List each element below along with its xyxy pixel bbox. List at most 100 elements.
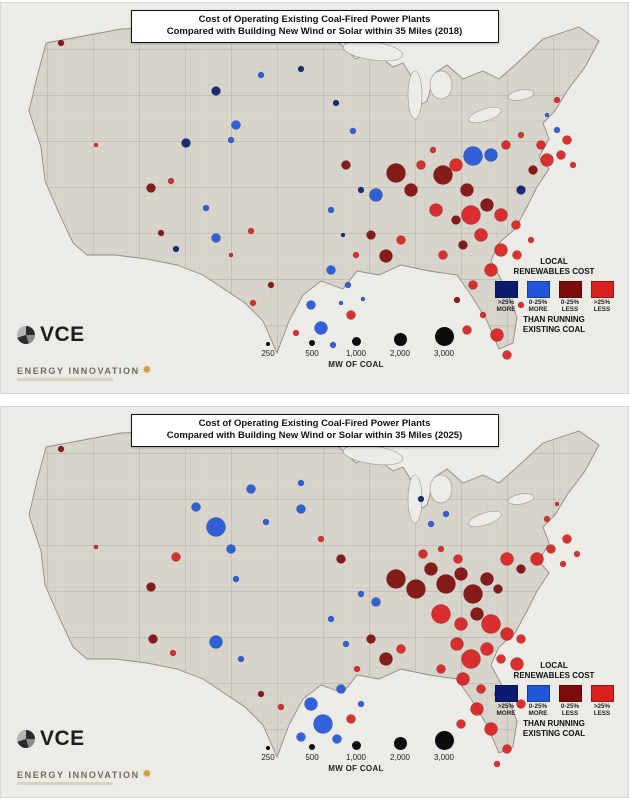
coal-plant-bubble — [227, 136, 235, 144]
coal-plant-bubble — [296, 732, 306, 742]
size-label: 250 — [261, 753, 275, 762]
coal-plant-bubble — [512, 250, 522, 260]
coal-plant-bubble — [327, 615, 335, 623]
coal-plant-bubble — [500, 552, 514, 566]
coal-plant-bubble — [418, 549, 428, 559]
coal-plant-bubble — [516, 699, 526, 709]
coal-plant-bubble — [569, 161, 577, 169]
starburst-icon: ✹ — [142, 365, 153, 376]
legend-item-more25: >25% MORE — [492, 280, 521, 313]
size-dot-1000 — [351, 337, 361, 346]
map-panel-2025: Cost of Operating Existing Coal-Fired Po… — [0, 406, 629, 798]
coal-plant-bubble — [454, 567, 468, 581]
map-title-line1: Cost of Operating Existing Coal-Fired Po… — [198, 418, 431, 429]
swatch-label: 0-25% MORE — [528, 702, 548, 717]
map-title-2025: Cost of Operating Existing Coal-Fired Po… — [130, 414, 499, 447]
coal-plant-bubble — [463, 584, 483, 604]
coal-plant-bubble — [247, 227, 255, 235]
map-panel-2018: Cost of Operating Existing Coal-Fired Po… — [0, 2, 629, 394]
coal-plant-bubble — [211, 86, 221, 96]
coal-plant-bubble — [352, 251, 360, 259]
coal-plant-bubble — [429, 203, 443, 217]
swatch-dark-blue — [494, 684, 518, 702]
coal-plant-bubble — [480, 198, 494, 212]
coal-plant-bubble — [344, 281, 352, 289]
swatch-label: >25% LESS — [593, 702, 611, 717]
coal-plant-bubble — [500, 627, 514, 641]
coal-plant-bubble — [357, 590, 365, 598]
coal-plant-bubble — [326, 265, 336, 275]
coal-plant-bubble — [527, 236, 535, 244]
great-lakes — [342, 444, 535, 528]
coal-plant-bubble — [540, 153, 554, 167]
size-dot-3000 — [434, 731, 454, 750]
vce-swirl-icon — [17, 730, 35, 748]
size-legend-item: 500 — [293, 324, 331, 358]
coal-plant-bubble — [562, 534, 572, 544]
coal-plant-bubble — [93, 544, 99, 550]
energy-innovation-logo: ENERGY INNOVATION ✹ — [17, 365, 153, 381]
coal-plant-bubble — [379, 249, 393, 263]
coal-plant-bubble — [536, 140, 546, 150]
coal-plant-bubble — [336, 684, 346, 694]
swatch-red — [590, 280, 614, 298]
coal-plant-bubble — [296, 504, 306, 514]
coal-plant-bubble — [454, 617, 468, 631]
coal-plant-bubble — [517, 131, 525, 139]
map-title-line2: Compared with Building New Wind or Solar… — [166, 26, 463, 38]
coal-plant-bubble — [406, 579, 426, 599]
size-label: 3,000 — [433, 753, 455, 762]
coal-plant-bubble — [494, 243, 508, 257]
coal-plant-bubble — [484, 722, 498, 736]
starburst-icon: ✹ — [142, 769, 153, 780]
coal-plant-bubble — [461, 205, 481, 225]
swatch-dark-red — [558, 280, 582, 298]
size-label: 1,000 — [345, 753, 367, 762]
coal-plant-bubble — [470, 702, 484, 716]
energy-innovation-text: ENERGY INNOVATION — [17, 365, 140, 376]
coal-plant-bubble — [231, 120, 241, 130]
coal-plant-bubble — [357, 700, 365, 708]
coal-plant-bubble — [371, 597, 381, 607]
energy-innovation-tagline-bar — [17, 378, 113, 381]
legend-item-less25: >25% LESS — [588, 684, 617, 717]
coal-plant-bubble — [559, 560, 567, 568]
coal-plant-bubble — [379, 652, 393, 666]
coal-plant-bubble — [172, 245, 180, 253]
size-dot-250 — [266, 746, 270, 750]
size-legend-item: 3,000 — [425, 324, 463, 358]
coal-plant-bubble — [246, 484, 256, 494]
size-label: 3,000 — [433, 349, 455, 358]
color-legend-title-line2: RENEWABLES COST — [513, 266, 595, 276]
size-dot-3000 — [434, 327, 454, 346]
coal-plant-bubble — [496, 654, 506, 664]
swatch-label: >25% LESS — [593, 298, 611, 313]
vce-logo: VCE — [17, 727, 85, 751]
coal-plant-bubble — [438, 250, 448, 260]
coal-plant-bubble — [211, 233, 221, 243]
coal-plant-bubble — [449, 158, 463, 172]
size-legend: 250 500 1,000 2,000 3,000 — [237, 324, 475, 369]
color-legend-footer-line1: THAN RUNNING — [523, 719, 585, 728]
coal-plant-bubble — [228, 252, 234, 258]
coal-plant-bubble — [297, 479, 305, 487]
size-legend-caption: MW OF COAL — [328, 764, 384, 773]
color-legend-footer-line2: EXISTING COAL — [522, 729, 586, 738]
size-dot-2000 — [393, 737, 407, 750]
swatch-red — [590, 684, 614, 702]
coal-plant-bubble — [481, 614, 501, 634]
coal-plant-bubble — [306, 300, 316, 310]
coal-plant-bubble — [553, 126, 561, 134]
size-dot-500 — [309, 340, 315, 346]
coal-plant-bubble — [553, 96, 561, 104]
swatch-label: 0-25% LESS — [560, 702, 580, 717]
coal-plant-bubble — [453, 296, 461, 304]
color-legend-title-line1: LOCAL — [540, 256, 568, 266]
coal-plant-bubble — [502, 744, 512, 754]
coal-plant-bubble — [431, 604, 451, 624]
coal-plant-bubble — [167, 177, 175, 185]
coal-plant-bubble — [461, 649, 481, 669]
coal-plant-bubble — [458, 240, 468, 250]
size-legend-item: 1,000 — [337, 728, 375, 762]
